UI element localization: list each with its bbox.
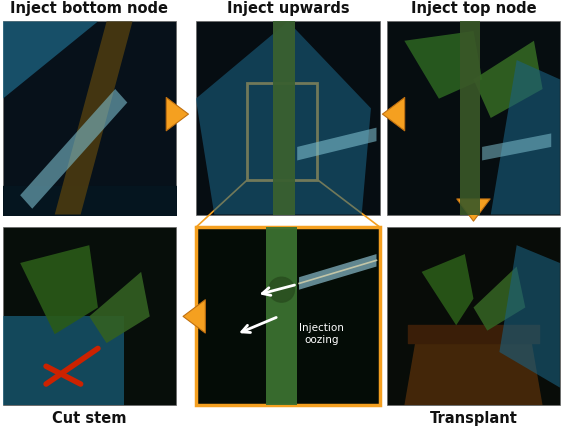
Polygon shape bbox=[3, 317, 124, 405]
Bar bbox=[196, 21, 380, 214]
Polygon shape bbox=[482, 133, 551, 160]
Bar bbox=[3, 227, 176, 405]
Text: Injection
oozing: Injection oozing bbox=[299, 323, 344, 345]
Text: Cut stem: Cut stem bbox=[52, 411, 127, 426]
Bar bbox=[3, 21, 176, 214]
Polygon shape bbox=[473, 266, 525, 331]
Polygon shape bbox=[297, 128, 377, 160]
Bar bbox=[387, 21, 560, 214]
Polygon shape bbox=[273, 21, 295, 214]
Polygon shape bbox=[473, 41, 543, 118]
Bar bbox=[248, 83, 317, 180]
Polygon shape bbox=[404, 325, 543, 405]
Text: Transplant: Transplant bbox=[430, 411, 517, 426]
Polygon shape bbox=[422, 254, 473, 325]
Bar bbox=[387, 227, 560, 405]
Polygon shape bbox=[491, 60, 560, 214]
Polygon shape bbox=[299, 254, 377, 290]
Polygon shape bbox=[408, 325, 539, 343]
Polygon shape bbox=[89, 272, 150, 343]
Polygon shape bbox=[20, 245, 98, 334]
Polygon shape bbox=[55, 21, 132, 214]
Text: Inject upwards: Inject upwards bbox=[227, 1, 349, 16]
Bar bbox=[196, 227, 380, 405]
Polygon shape bbox=[3, 21, 98, 99]
Polygon shape bbox=[266, 227, 297, 405]
Polygon shape bbox=[499, 245, 560, 388]
Polygon shape bbox=[460, 21, 480, 214]
Text: Inject top node: Inject top node bbox=[411, 1, 536, 16]
Circle shape bbox=[268, 277, 294, 302]
Text: Inject bottom node: Inject bottom node bbox=[10, 1, 168, 16]
Polygon shape bbox=[196, 21, 371, 214]
Polygon shape bbox=[20, 89, 127, 209]
Polygon shape bbox=[404, 31, 482, 99]
